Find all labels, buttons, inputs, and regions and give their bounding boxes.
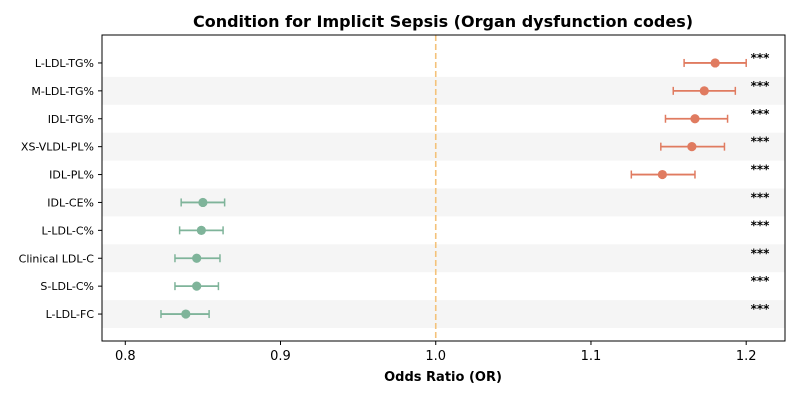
significance-label: *** xyxy=(751,302,771,316)
x-tick-label: 1.2 xyxy=(736,349,757,364)
significance-labels: *** *** *** *** *** *** *** *** *** *** xyxy=(751,51,771,316)
or-point xyxy=(699,86,709,96)
x-axis: 0.8 0.9 1.0 1.1 1.2 xyxy=(115,341,757,364)
or-point xyxy=(690,114,700,124)
y-tick-label: XS-VLDL-PL% xyxy=(21,141,94,154)
row-stripe xyxy=(102,76,785,105)
row-marker-group xyxy=(178,225,224,235)
significance-label: *** xyxy=(751,135,771,149)
or-point xyxy=(687,142,697,152)
y-tick-label: L-LDL-TG% xyxy=(35,57,94,70)
x-tick-label: 0.8 xyxy=(115,349,136,364)
plot-frame xyxy=(101,34,786,342)
or-point xyxy=(181,309,191,319)
row-marker-group xyxy=(180,197,226,208)
row-marker-group xyxy=(630,169,696,180)
significance-label: *** xyxy=(751,51,771,65)
series-marks xyxy=(160,58,747,319)
or-point xyxy=(657,169,667,180)
or-point xyxy=(192,253,202,263)
or-point xyxy=(192,281,202,291)
row-marker-group xyxy=(160,309,210,319)
row-marker-group xyxy=(672,86,737,96)
y-tick-label: L-LDL-FC xyxy=(46,308,95,321)
y-tick-label: S-LDL-C% xyxy=(40,280,94,293)
y-tick-label: IDL-TG% xyxy=(48,113,94,126)
row-marker-group xyxy=(664,114,729,124)
or-point xyxy=(198,197,208,208)
row-marker-group xyxy=(660,142,726,152)
y-tick-label: IDL-PL% xyxy=(49,169,94,182)
y-tick-label: M-LDL-TG% xyxy=(31,85,94,98)
x-axis-label: Odds Ratio (OR) xyxy=(384,370,502,385)
significance-label: *** xyxy=(751,79,771,93)
row-marker-group xyxy=(683,58,747,68)
row-stripe xyxy=(102,300,785,328)
or-point xyxy=(710,58,720,68)
y-tick-labels: L-LDL-TG% M-LDL-TG% IDL-TG% XS-VLDL-PL% IDL-… xyxy=(19,57,102,321)
significance-label: *** xyxy=(751,246,771,260)
significance-label: *** xyxy=(751,163,771,177)
significance-label: *** xyxy=(751,190,771,204)
y-tick-label: Clinical LDL-C xyxy=(19,252,95,265)
row-marker-group xyxy=(174,253,221,263)
chart-title: Condition for Implicit Sepsis (Organ dys… xyxy=(193,12,693,31)
or-point xyxy=(196,225,206,235)
x-tick-label: 0.9 xyxy=(270,349,291,364)
x-tick-label: 1.1 xyxy=(581,349,602,364)
x-tick-label: 1.0 xyxy=(425,349,446,364)
y-tick-label: L-LDL-C% xyxy=(41,224,94,237)
significance-label: *** xyxy=(751,107,771,121)
significance-label: *** xyxy=(751,274,771,288)
significance-label: *** xyxy=(751,218,771,232)
row-marker-group xyxy=(174,281,220,291)
y-tick-label: IDL-CE% xyxy=(47,196,94,209)
